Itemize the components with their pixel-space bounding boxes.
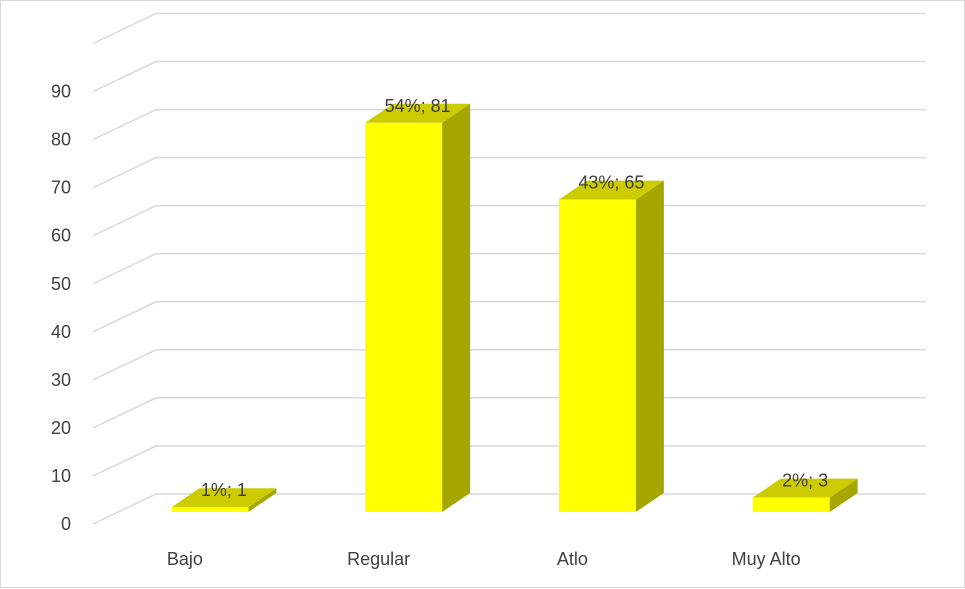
data-label: 2%; 3: [782, 471, 828, 491]
gridline: [92, 60, 926, 93]
y-tick-label: 0: [61, 514, 71, 534]
gridline: [92, 12, 926, 45]
gridline: [92, 349, 926, 381]
data-label: 43%; 65: [578, 173, 644, 193]
y-tick-label: 40: [51, 322, 71, 342]
bar-top: [171, 488, 277, 508]
gridline: [92, 493, 926, 525]
bar-front: [752, 497, 830, 512]
gridline: [92, 253, 926, 285]
x-axis-labels: Bajo Regular Atlo Muy Alto: [167, 549, 801, 569]
category-label: Atlo: [557, 549, 588, 569]
y-tick-label: 30: [51, 370, 71, 390]
y-axis-ticks: 0 10 20 30 40 50 60 70 80 90: [51, 82, 71, 534]
gridlines: [92, 12, 926, 525]
y-tick-label: 50: [51, 274, 71, 294]
data-label: 54%; 81: [385, 96, 451, 116]
bar-side: [248, 488, 277, 512]
y-tick-label: 90: [51, 82, 71, 102]
gridline: [92, 156, 926, 189]
bar-top: [558, 180, 664, 200]
y-tick-label: 60: [51, 226, 71, 246]
gridline: [92, 108, 926, 141]
bar-top: [365, 103, 471, 123]
gridline: [92, 204, 926, 237]
gridline: [92, 397, 926, 429]
bar-side: [635, 180, 664, 513]
bar-front: [365, 122, 443, 513]
category-label: Regular: [347, 549, 410, 569]
bar-side: [829, 478, 858, 512]
bar-side: [442, 103, 471, 513]
bar-atlo: [558, 180, 664, 513]
category-label: Bajo: [167, 549, 203, 569]
data-label: 1%; 1: [201, 480, 247, 500]
bar-muy-alto: [752, 478, 858, 512]
bar-top: [752, 478, 858, 498]
bar-front: [558, 199, 636, 513]
bar-front: [171, 507, 249, 512]
bars: [171, 103, 858, 513]
gridline: [92, 445, 926, 477]
data-labels: 1%; 1 54%; 81 43%; 65 2%; 3: [201, 96, 828, 500]
gridline: [92, 301, 926, 333]
bar-regular: [365, 103, 471, 513]
y-tick-label: 70: [51, 178, 71, 198]
y-tick-label: 10: [51, 466, 71, 486]
bar-bajo: [171, 488, 277, 512]
y-tick-label: 20: [51, 418, 71, 438]
y-tick-label: 80: [51, 130, 71, 150]
category-label: Muy Alto: [732, 549, 801, 569]
